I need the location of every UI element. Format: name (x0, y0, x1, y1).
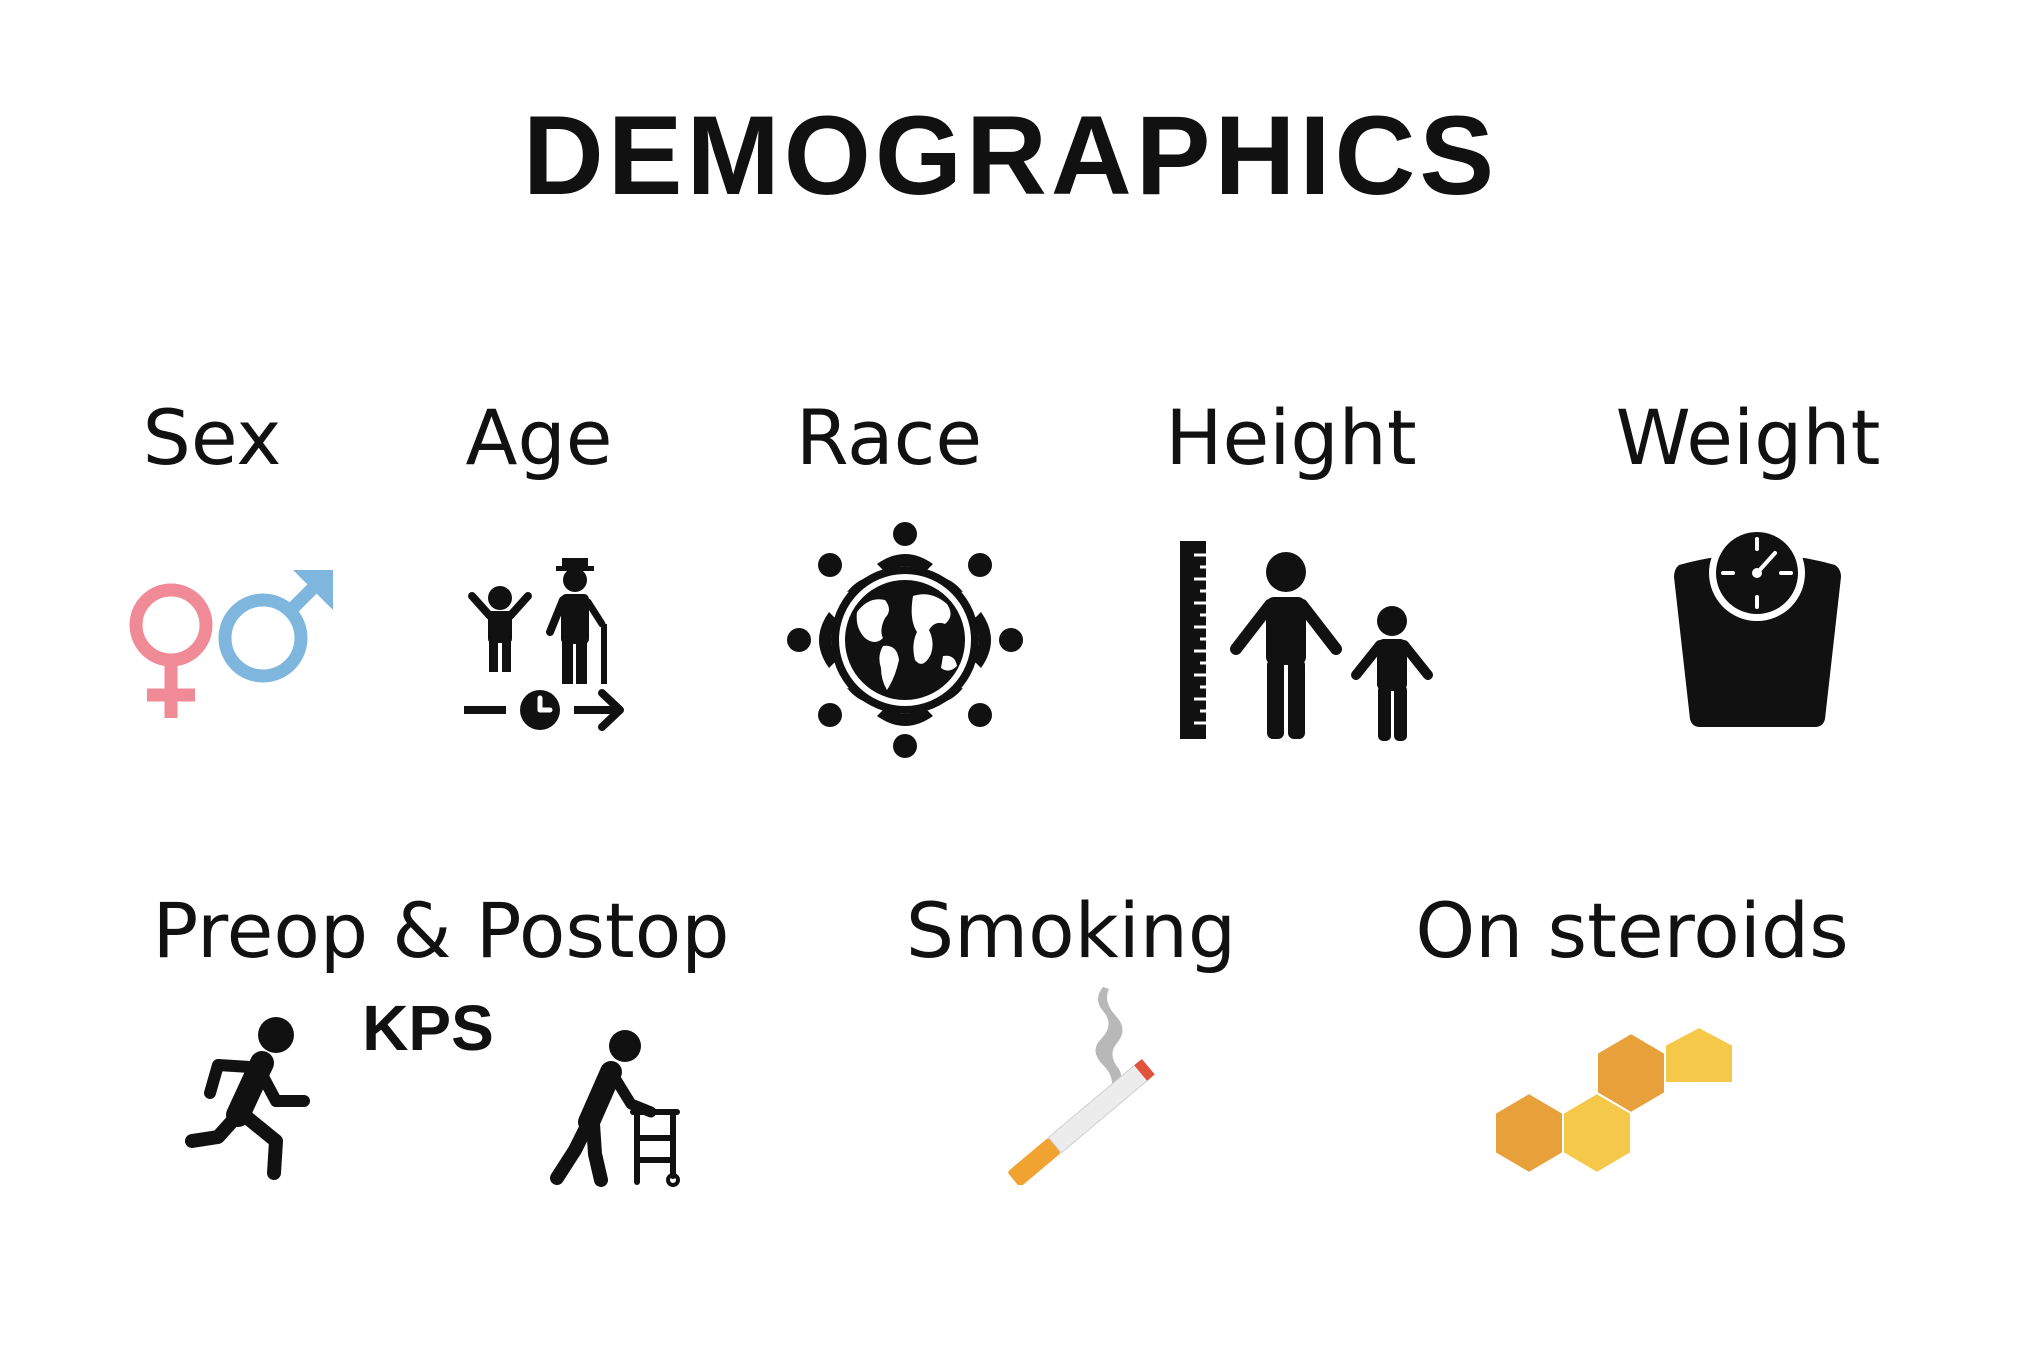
smoking-label: Smoking (905, 886, 1237, 975)
steroid-molecule-icon (1495, 1025, 1734, 1175)
running-person-icon (185, 1017, 310, 1180)
race-label: Race (795, 393, 983, 482)
kps-label: Preop & Postop (152, 886, 730, 975)
cigarette-icon (1008, 987, 1155, 1185)
age-progression-icon (464, 558, 624, 731)
weight-label: Weight (1615, 393, 1881, 482)
gender-symbols-icon (129, 570, 333, 718)
weight-scale-icon (1674, 525, 1841, 727)
kps-sublabel: KPS (362, 992, 494, 1064)
height-label: Height (1165, 393, 1417, 482)
globe-people-icon (787, 522, 1023, 758)
page-title: DEMOGRAPHICS (522, 93, 1499, 218)
steroids-label: On steroids (1415, 886, 1849, 975)
sex-label: Sex (142, 393, 282, 482)
age-label: Age (465, 393, 613, 482)
height-ruler-icon (1180, 541, 1433, 741)
walker-person-icon (550, 1030, 680, 1187)
